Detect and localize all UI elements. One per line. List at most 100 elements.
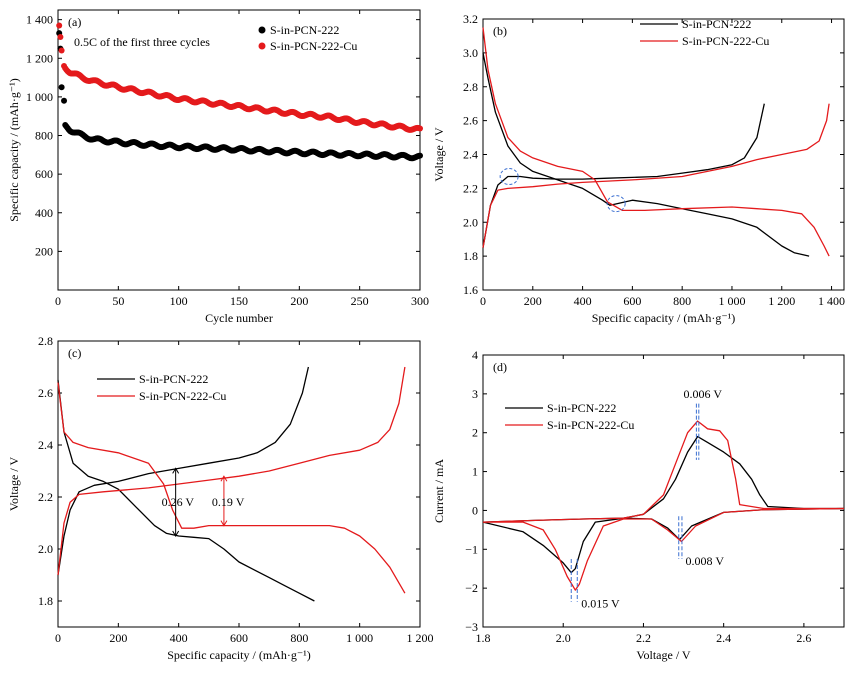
x-tick-label: 1 200 <box>768 294 795 308</box>
x-axis-label: Specific capacity / (mAh·g⁻¹) <box>592 311 736 325</box>
y-tick-label: 1.8 <box>38 594 53 608</box>
series-s-in-pcn-222-cu <box>482 420 845 591</box>
x-tick-label: 1.8 <box>476 631 491 645</box>
panel-c: 0 200 400 600 800 1 000 1 200 1.8 2.0 2.2 2.4 2.6 2.… <box>7 334 434 662</box>
panel-label: (c) <box>68 346 81 360</box>
y-tick-label: 2.2 <box>463 181 478 195</box>
legend-label: S-in-PCN-222-Cu <box>270 39 357 53</box>
x-tick-label: 0 <box>480 294 486 308</box>
legend-label: S-in-PCN-222 <box>139 372 208 386</box>
y-tick-label: 2.8 <box>38 334 53 348</box>
arrow-head <box>172 467 180 474</box>
y-tick-label: 2.0 <box>38 542 53 556</box>
x-tick-label: 800 <box>673 294 691 308</box>
y-tick-label: 2.0 <box>463 215 478 229</box>
x-tick-label: 1 200 <box>407 631 434 645</box>
legend-label: S-in-PCN-222 <box>682 17 751 31</box>
x-tick-label: 600 <box>623 294 641 308</box>
highlight-ellipse <box>606 195 626 213</box>
y-axis-label: Specific capacity / (mAh·g⁻¹) <box>7 78 21 222</box>
panel-label: (a) <box>68 15 81 29</box>
series-s-in-pcn-222-cu <box>57 366 406 594</box>
x-axis-label: Specific capacity / (mAh·g⁻¹) <box>167 648 311 662</box>
data-point <box>56 22 63 29</box>
panel-label: (b) <box>493 24 507 38</box>
x-tick-label: 200 <box>109 631 127 645</box>
legend-label: S-in-PCN-222-Cu <box>547 418 634 432</box>
data-point <box>57 34 64 41</box>
discharge-curve <box>482 52 810 257</box>
y-tick-label: 800 <box>35 129 53 143</box>
y-tick-label: 1 400 <box>26 13 53 27</box>
arrow-head <box>172 530 180 537</box>
charge-curve <box>57 366 406 576</box>
arrow-head <box>220 475 228 482</box>
charge-curve <box>57 366 310 576</box>
x-tick-label: 800 <box>290 631 308 645</box>
arrow-head <box>220 520 228 527</box>
y-axis-label: Voltage / V <box>432 127 446 182</box>
series-s-in-pcn-222 <box>57 366 315 602</box>
y-tick-label: 400 <box>35 206 53 220</box>
data-point <box>61 97 68 104</box>
series-s-in-pcn-222 <box>482 435 845 574</box>
plot-frame <box>57 340 421 628</box>
y-tick-label: −1 <box>465 542 478 556</box>
panel-b: 0 200 400 600 800 1 000 1 200 1 400 1.6 1.8 2.0 2.2… <box>432 12 845 325</box>
peak-separation-label: 0.006 V <box>684 387 723 401</box>
annotation-text: 0.5C of the first three cycles <box>74 35 210 49</box>
series-s-in-pcn-222-cu <box>56 22 423 133</box>
y-tick-label: 3.2 <box>463 12 478 26</box>
data-point <box>417 152 423 159</box>
data-point <box>58 84 65 91</box>
x-tick-label: 150 <box>230 294 248 308</box>
y-tick-label: −2 <box>465 581 478 595</box>
panel-a: 0 50 100 150 200 250 300 200 400 600 800 1 000 1 200… <box>7 9 429 325</box>
data-point <box>58 47 65 54</box>
plot-frame <box>482 354 845 628</box>
legend-marker <box>258 42 266 50</box>
x-tick-label: 300 <box>411 294 429 308</box>
series-s-in-pcn-222-cu <box>482 27 830 257</box>
y-tick-label: 200 <box>35 244 53 258</box>
y-tick-label: 3 <box>472 387 478 401</box>
y-tick-label: 1.6 <box>463 283 478 297</box>
x-tick-label: 250 <box>351 294 369 308</box>
peak-separation-label: 0.015 V <box>581 597 620 611</box>
charge-curve <box>482 103 830 248</box>
y-tick-label: 0 <box>472 503 478 517</box>
x-tick-label: 400 <box>574 294 592 308</box>
y-tick-label: 1 000 <box>26 90 53 104</box>
discharge-curve <box>57 379 315 602</box>
y-axis-label: Current / mA <box>432 459 446 523</box>
x-tick-label: 0 <box>55 294 61 308</box>
y-tick-label: 1 200 <box>26 51 53 65</box>
cathodic-curve <box>483 507 845 591</box>
discharge-curve <box>482 27 830 257</box>
plot-frame <box>482 18 845 291</box>
x-tick-label: 400 <box>170 631 188 645</box>
legend-marker <box>258 26 266 34</box>
y-tick-label: 1 <box>472 465 478 479</box>
charge-curve <box>482 103 765 248</box>
x-tick-label: 50 <box>112 294 124 308</box>
x-tick-label: 1 000 <box>346 631 373 645</box>
y-tick-label: 2.4 <box>463 148 478 162</box>
y-tick-label: 2.8 <box>463 80 478 94</box>
x-tick-label: 0 <box>55 631 61 645</box>
y-tick-label: 600 <box>35 167 53 181</box>
y-tick-label: 2.6 <box>463 114 478 128</box>
x-tick-label: 1 400 <box>818 294 845 308</box>
x-tick-label: 2.0 <box>556 631 571 645</box>
x-tick-label: 200 <box>524 294 542 308</box>
x-axis-label: Cycle number <box>205 311 273 325</box>
x-tick-label: 200 <box>290 294 308 308</box>
y-tick-label: 3.0 <box>463 46 478 60</box>
panel-d: 1.8 2.0 2.2 2.4 2.6 −3 −2 −1 0 1 2 3 4 Voltage / V Cur… <box>432 348 845 662</box>
y-axis-label: Voltage / V <box>7 457 21 512</box>
x-tick-label: 100 <box>170 294 188 308</box>
series-s-in-pcn-222 <box>482 52 810 257</box>
y-tick-label: 4 <box>472 348 478 362</box>
legend-label: S-in-PCN-222 <box>270 23 339 37</box>
